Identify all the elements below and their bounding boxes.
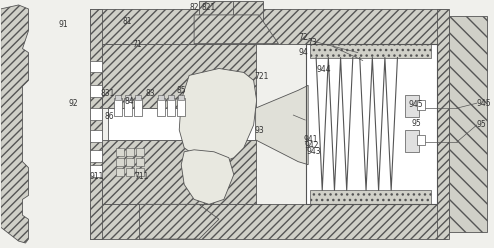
Bar bbox=[177, 98, 185, 116]
Bar bbox=[108, 108, 256, 140]
Bar bbox=[90, 108, 102, 120]
Text: 72: 72 bbox=[299, 33, 308, 42]
Text: 73: 73 bbox=[307, 38, 317, 47]
Bar bbox=[90, 9, 102, 239]
Bar bbox=[135, 158, 144, 166]
Text: 945: 945 bbox=[477, 99, 492, 108]
Text: 911: 911 bbox=[89, 172, 103, 181]
Bar bbox=[90, 61, 102, 72]
Bar bbox=[90, 165, 102, 177]
Bar bbox=[102, 44, 255, 108]
Bar bbox=[124, 98, 131, 116]
Bar bbox=[306, 44, 437, 204]
Text: 85: 85 bbox=[176, 86, 186, 95]
Bar bbox=[90, 130, 102, 142]
Bar bbox=[115, 95, 121, 100]
Bar bbox=[406, 95, 419, 117]
Text: 92: 92 bbox=[68, 99, 78, 108]
Bar bbox=[178, 95, 184, 100]
Polygon shape bbox=[194, 15, 279, 44]
Bar bbox=[90, 85, 102, 97]
Bar bbox=[236, 15, 255, 25]
Bar bbox=[90, 9, 447, 44]
Text: 711: 711 bbox=[135, 172, 149, 181]
Bar bbox=[204, 15, 229, 25]
Text: 84: 84 bbox=[124, 97, 134, 106]
Bar bbox=[125, 168, 133, 176]
Bar bbox=[135, 168, 144, 176]
Text: 83: 83 bbox=[145, 90, 155, 98]
Bar bbox=[310, 190, 431, 204]
Polygon shape bbox=[255, 85, 308, 165]
Text: 94: 94 bbox=[299, 48, 308, 57]
Text: 821: 821 bbox=[202, 3, 216, 12]
Bar bbox=[125, 148, 133, 156]
Polygon shape bbox=[179, 68, 256, 162]
Text: 943: 943 bbox=[306, 147, 321, 156]
Text: 93: 93 bbox=[254, 126, 264, 135]
Text: 71: 71 bbox=[132, 39, 142, 49]
Bar bbox=[167, 98, 175, 116]
Bar bbox=[116, 158, 124, 166]
Text: 95: 95 bbox=[412, 119, 421, 128]
Bar bbox=[233, 1, 262, 21]
Bar bbox=[90, 204, 447, 239]
Text: 91: 91 bbox=[59, 20, 68, 29]
Bar bbox=[134, 95, 141, 100]
Bar bbox=[168, 95, 174, 100]
Bar bbox=[417, 100, 425, 110]
Bar bbox=[437, 9, 449, 239]
Polygon shape bbox=[181, 150, 234, 204]
Bar bbox=[159, 95, 165, 100]
Polygon shape bbox=[140, 204, 219, 239]
Bar bbox=[102, 140, 255, 204]
Bar bbox=[158, 98, 165, 116]
Bar bbox=[449, 16, 487, 232]
Text: 95: 95 bbox=[477, 121, 487, 129]
Text: 942: 942 bbox=[305, 141, 319, 150]
Bar bbox=[417, 135, 425, 145]
Bar bbox=[306, 44, 437, 204]
Bar bbox=[90, 150, 102, 162]
Bar bbox=[116, 148, 124, 156]
Text: 86: 86 bbox=[105, 112, 114, 121]
Bar bbox=[133, 98, 142, 116]
Text: 944: 944 bbox=[317, 65, 331, 74]
Text: 941: 941 bbox=[303, 135, 318, 144]
Text: 721: 721 bbox=[254, 72, 269, 81]
Bar bbox=[124, 95, 130, 100]
Text: 82: 82 bbox=[190, 3, 199, 12]
Polygon shape bbox=[0, 5, 29, 243]
Text: 831: 831 bbox=[100, 90, 115, 98]
Bar bbox=[116, 168, 124, 176]
Bar bbox=[114, 98, 122, 116]
Text: 81: 81 bbox=[123, 17, 132, 26]
Text: 945: 945 bbox=[409, 100, 423, 109]
Bar bbox=[125, 158, 133, 166]
Bar bbox=[406, 130, 419, 152]
Bar bbox=[199, 1, 234, 21]
Bar bbox=[135, 148, 144, 156]
Bar bbox=[310, 44, 431, 58]
